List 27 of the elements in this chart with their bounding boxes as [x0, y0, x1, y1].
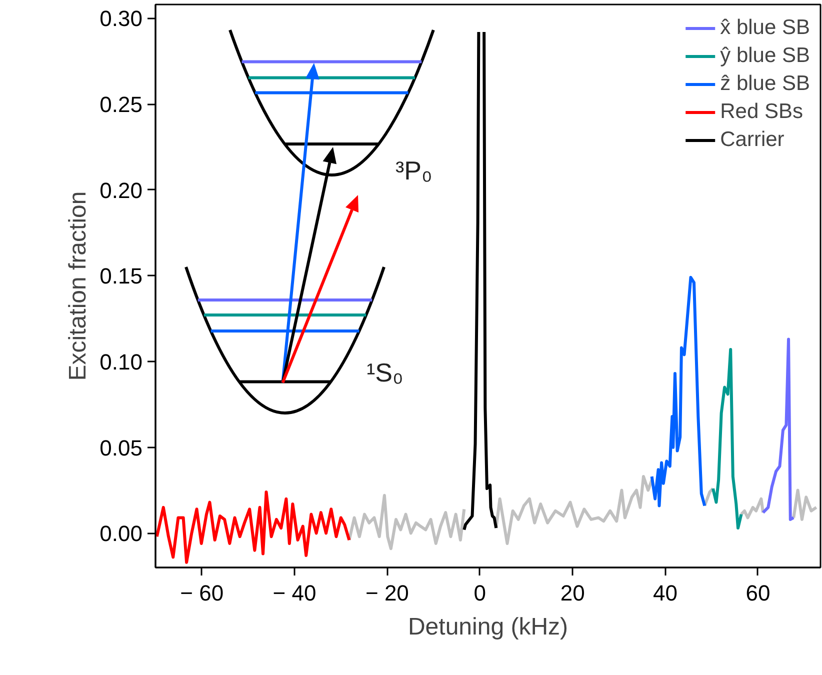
- legend-label: Carrier: [720, 127, 784, 153]
- line-series: [762, 338, 796, 521]
- x-axis-title: Detuning (kHz): [408, 614, 568, 640]
- y-tick-label: 0.00: [100, 521, 143, 546]
- x-tick-label: 40: [653, 580, 678, 606]
- legend-label: ẑ blue SB: [720, 71, 810, 97]
- legend-label: x̂ blue SB: [720, 15, 810, 41]
- line-series: [156, 490, 351, 564]
- line-series: [711, 348, 743, 530]
- x-tick-label: 0: [474, 580, 486, 606]
- y-axis-title: Excitation fraction: [64, 191, 92, 381]
- x-tick-label: 20: [560, 580, 585, 606]
- y-tick-label: 0.30: [100, 6, 143, 32]
- y-tick-label: 0.25: [100, 92, 143, 118]
- y-tick-label: 0.05: [100, 435, 143, 460]
- y-tick-label: 0.20: [100, 178, 143, 203]
- annotation: ¹S₀: [366, 358, 404, 388]
- y-tick-label: 0.15: [100, 264, 143, 289]
- line-series: [650, 276, 706, 508]
- x-tick-label: − 20: [365, 580, 409, 606]
- annotation: ³P₀: [396, 156, 432, 186]
- x-tick-label: − 40: [272, 580, 316, 606]
- legend-label: ŷ blue SB: [720, 43, 810, 69]
- x-tick-label: 60: [746, 580, 770, 606]
- y-tick-label: 0.10: [100, 350, 143, 375]
- legend-label: Red SBs: [720, 99, 803, 125]
- x-tick-label: − 60: [180, 580, 224, 606]
